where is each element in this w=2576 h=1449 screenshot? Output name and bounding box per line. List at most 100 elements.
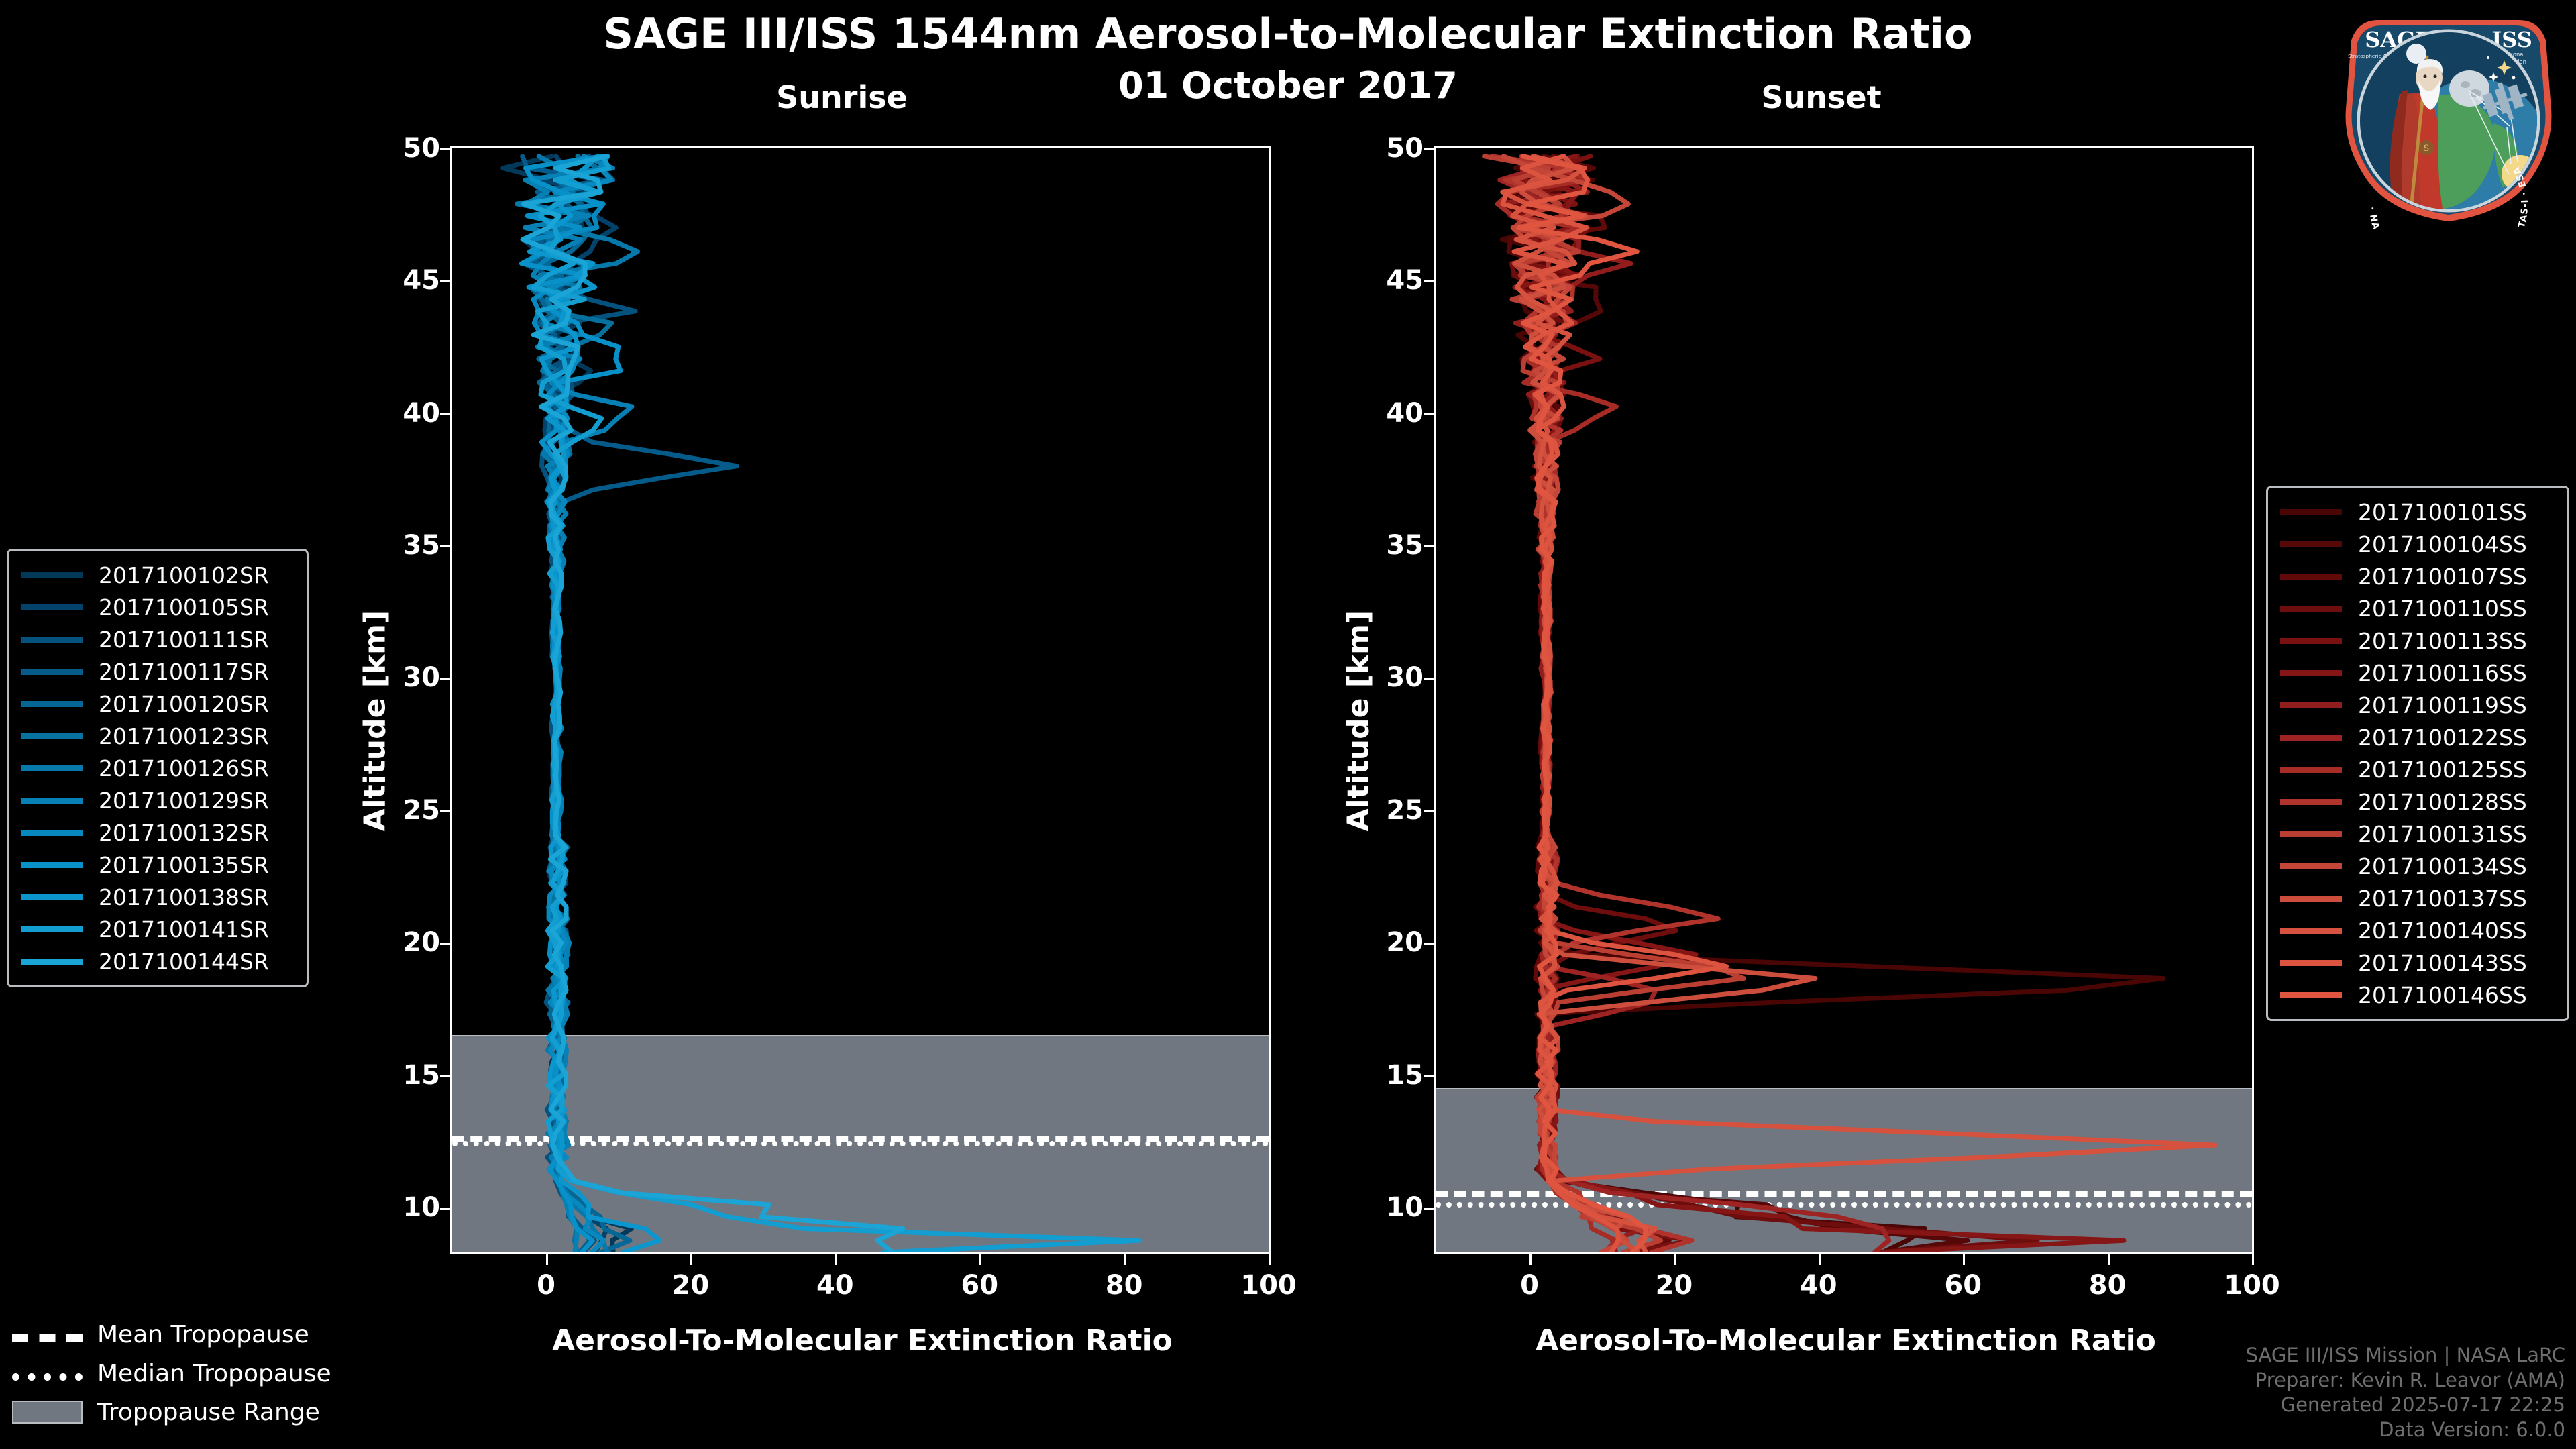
legend-item-label: 2017100129SR — [99, 787, 269, 814]
y-tick-label: 15 — [402, 1059, 440, 1091]
legend-item-label: 2017100125SS — [2358, 756, 2527, 783]
x-tick-mark — [546, 1252, 548, 1265]
legend-item[interactable]: 2017100140SS — [2280, 914, 2555, 947]
profile-line — [1509, 154, 2040, 1252]
legend-color-swatch-icon — [2280, 991, 2342, 998]
sunset-plot-panel: Altitude [km] Aerosol-To-Molecular Extin… — [1342, 133, 2280, 1358]
legend-color-swatch-icon — [21, 958, 83, 965]
credit-line-mission: SAGE III/ISS Mission | NASA LaRC — [2245, 1343, 2565, 1366]
legend-item[interactable]: 2017100126SR — [21, 752, 294, 784]
legend-item[interactable]: 2017100132SR — [21, 816, 294, 849]
y-tick-label: 25 — [402, 794, 440, 826]
y-tick-mark — [440, 280, 452, 283]
legend-item-label: 2017100131SS — [2358, 820, 2527, 847]
y-tick-mark — [440, 678, 452, 680]
y-tick-label: 20 — [1386, 927, 1424, 959]
legend-item[interactable]: 2017100111SR — [21, 623, 294, 655]
y-tick-mark — [1424, 810, 1436, 812]
y-tick-mark — [440, 1207, 452, 1210]
legend-item[interactable]: 2017100135SR — [21, 849, 294, 881]
legend-item[interactable]: 2017100131SS — [2280, 818, 2555, 850]
y-tick-mark — [1424, 943, 1436, 945]
legend-item[interactable]: 2017100104SS — [2280, 528, 2555, 560]
sunrise-legend: 2017100102SR 2017100105SR 2017100111SR 2017… — [7, 549, 309, 987]
legend-color-swatch-icon — [2280, 605, 2342, 612]
legend-color-swatch-icon — [21, 733, 83, 739]
sunset-legend: 2017100101SS 2017100104SS 2017100107SS 2017… — [2266, 486, 2569, 1021]
credit-line-version: Data Version: 6.0.0 — [2379, 1417, 2565, 1441]
legend-item-label: 2017100146SS — [2358, 981, 2527, 1008]
sunrise-profile-lines — [452, 148, 1269, 1252]
sunset-panel-title: Sunset — [1761, 79, 1882, 115]
credits-block: SAGE III/ISS Mission | NASA LaRC Prepare… — [2246, 1343, 2565, 1442]
legend-item[interactable]: 2017100105SR — [21, 591, 294, 623]
y-tick-label: 45 — [402, 265, 440, 297]
legend-item[interactable]: 2017100113SS — [2280, 625, 2555, 657]
x-tick-label: 40 — [816, 1270, 854, 1301]
y-tick-mark — [440, 545, 452, 548]
legend-item[interactable]: 2017100137SS — [2280, 882, 2555, 914]
legend-color-swatch-icon — [2280, 895, 2342, 902]
sunrise-y-axis-label: Altitude [km] — [358, 610, 392, 832]
legend-color-swatch-icon — [21, 636, 83, 643]
legend-item[interactable]: 2017100107SS — [2280, 560, 2555, 592]
legend-item-label: 2017100107SS — [2358, 563, 2527, 590]
legend-item-label: 2017100117SR — [99, 658, 269, 685]
key-row-median-tropopause: Median Tropopause — [12, 1354, 361, 1393]
x-tick-mark — [1529, 1252, 1532, 1265]
legend-color-swatch-icon — [2280, 798, 2342, 805]
legend-item[interactable]: 2017100129SR — [21, 784, 294, 816]
legend-item[interactable]: 2017100110SS — [2280, 592, 2555, 625]
legend-item[interactable]: 2017100101SS — [2280, 496, 2555, 528]
sunset-x-axis-label: Aerosol-To-Molecular Extinction Ratio — [1536, 1324, 2156, 1358]
legend-item-label: 2017100111SR — [99, 626, 269, 653]
y-tick-mark — [440, 148, 452, 150]
legend-item[interactable]: 2017100128SS — [2280, 786, 2555, 818]
x-tick-label: 100 — [1240, 1270, 1297, 1301]
x-tick-mark — [979, 1252, 982, 1265]
legend-color-swatch-icon — [2280, 863, 2342, 869]
key-label-range: Tropopause Range — [97, 1398, 320, 1426]
x-tick-label: 0 — [1520, 1270, 1539, 1301]
legend-color-swatch-icon — [21, 572, 83, 578]
legend-item[interactable]: 2017100143SS — [2280, 947, 2555, 979]
x-tick-label: 100 — [2224, 1270, 2280, 1301]
legend-item-label: 2017100137SS — [2358, 885, 2527, 912]
y-tick-label: 25 — [1386, 794, 1424, 826]
legend-item-label: 2017100141SR — [99, 916, 269, 943]
y-tick-label: 40 — [1386, 397, 1424, 429]
legend-item[interactable]: 2017100144SR — [21, 945, 294, 977]
legend-item-label: 2017100135SR — [99, 851, 269, 878]
legend-color-swatch-icon — [2280, 541, 2342, 547]
legend-item-label: 2017100122SS — [2358, 724, 2527, 751]
key-row-mean-tropopause: Mean Tropopause — [12, 1315, 361, 1354]
x-tick-mark — [2107, 1252, 2110, 1265]
sage-iii-iss-mission-patch-logo: SAGE III · ISS Stratospheric Aerosol and… — [2334, 0, 2559, 286]
legend-item-label: 2017100104SS — [2358, 531, 2527, 557]
legend-item[interactable]: 2017100134SS — [2280, 850, 2555, 882]
legend-item[interactable]: 2017100120SR — [21, 688, 294, 720]
legend-item[interactable]: 2017100123SR — [21, 720, 294, 752]
legend-color-swatch-icon — [21, 829, 83, 836]
profile-line — [1506, 154, 1970, 1252]
legend-item-label: 2017100102SR — [99, 561, 269, 588]
legend-item[interactable]: 2017100116SS — [2280, 657, 2555, 689]
legend-item[interactable]: 2017100125SS — [2280, 753, 2555, 786]
key-label-mean: Mean Tropopause — [97, 1320, 309, 1348]
legend-color-swatch-icon — [2280, 637, 2342, 644]
legend-item[interactable]: 2017100102SR — [21, 559, 294, 591]
profile-line — [531, 154, 1142, 1252]
sunrise-median-tropopause-line — [452, 1141, 1269, 1147]
legend-item[interactable]: 2017100146SS — [2280, 979, 2555, 1011]
legend-item[interactable]: 2017100122SS — [2280, 721, 2555, 753]
legend-item[interactable]: 2017100141SR — [21, 913, 294, 945]
x-tick-mark — [1269, 1252, 1271, 1265]
x-tick-label: 60 — [961, 1270, 999, 1301]
legend-item[interactable]: 2017100117SR — [21, 655, 294, 688]
x-tick-label: 80 — [1105, 1270, 1143, 1301]
legend-item[interactable]: 2017100138SR — [21, 881, 294, 913]
legend-color-swatch-icon — [21, 604, 83, 610]
legend-color-swatch-icon — [2280, 766, 2342, 773]
legend-item-label: 2017100132SR — [99, 819, 269, 846]
legend-item[interactable]: 2017100119SS — [2280, 689, 2555, 721]
